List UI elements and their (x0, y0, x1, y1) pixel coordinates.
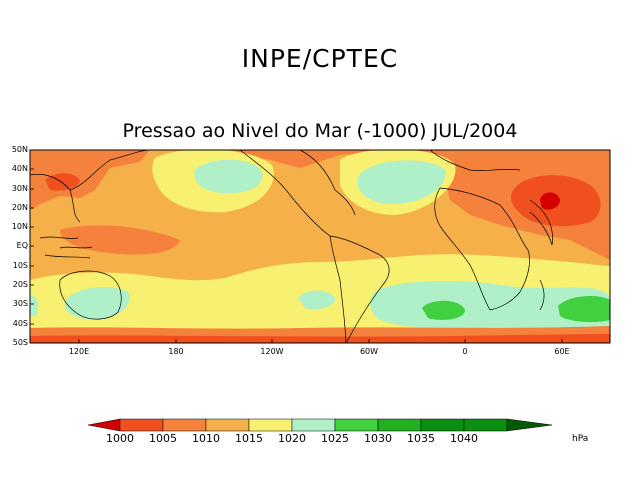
lat-label-20s: 20S (12, 280, 28, 289)
colorbar-swatch-1000-1005 (119, 418, 164, 432)
lat-label-10n: 10N (11, 222, 28, 231)
coastlines (30, 150, 553, 343)
field-1020-south-pacific (298, 290, 336, 310)
field-1020-australia (64, 287, 130, 320)
lat-label-50s: 50S (12, 338, 28, 347)
colorbar-unit: hPa (572, 434, 589, 444)
coast-india (529, 199, 553, 246)
colorbar-swatch-above-1040 (506, 418, 553, 432)
colorbar (87, 418, 553, 432)
coast-south-america (329, 235, 390, 343)
lat-label-30s: 30S (12, 299, 28, 308)
colorbar-swatch-below-1000 (87, 418, 121, 432)
lon-label-180: 180 (168, 347, 184, 356)
colorbar-label-1025: 1025 (321, 432, 349, 445)
lat-label-10s: 10S (12, 261, 28, 270)
field-1025-south-indian (558, 296, 610, 323)
agency-title: INPE/CPTEC (241, 44, 399, 73)
tick-marks (30, 149, 563, 344)
colorbar-swatch-1010-1015 (205, 418, 250, 432)
coast-madagascar (539, 279, 545, 311)
lat-label-50n: 50N (11, 145, 28, 154)
colorbar-label-1035: 1035 (407, 432, 435, 445)
colorbar-swatch-1005-1010 (162, 418, 207, 432)
lon-label-120e: 120E (68, 347, 90, 356)
colorbar-swatch-1015-1020 (248, 418, 293, 432)
colorbar-swatch-1030-1035 (377, 418, 422, 432)
field-1000-asia (540, 192, 560, 210)
colorbar-label-1030: 1030 (364, 432, 392, 445)
field-1020-north-pacific (194, 159, 263, 194)
lat-label-30n: 30N (11, 184, 28, 193)
coast-africa (434, 187, 530, 311)
colorbar-label-1010: 1010 (192, 432, 220, 445)
colorbar-label-1000: 1000 (106, 432, 134, 445)
colorbar-swatch-1025-1030 (334, 418, 379, 432)
field-1020-north-atlantic (357, 160, 446, 205)
colorbar-swatch-1035-1040 (420, 418, 465, 432)
lat-label-40s: 40S (12, 319, 28, 328)
lon-label-120w: 120W (260, 347, 284, 356)
field-1020-southwest-edge (30, 295, 38, 316)
lat-label-eq: EQ (16, 241, 28, 250)
coast-europe (429, 150, 521, 171)
lon-label-60e: 60E (554, 347, 570, 356)
lat-label-40n: 40N (11, 164, 28, 173)
colorbar-label-1015: 1015 (235, 432, 263, 445)
coast-australia (59, 270, 122, 320)
coast-north-america (239, 150, 356, 237)
map-title: Pressao ao Nivel do Mar (-1000) JUL/2004 (122, 120, 518, 142)
colorbar-swatch-1020-1025 (291, 418, 336, 432)
field-1025-south-atlantic (422, 300, 465, 320)
colorbar-label-1020: 1020 (278, 432, 306, 445)
colorbar-swatch-1040-above-rect (463, 418, 508, 432)
field-1010-north-pacific (30, 150, 150, 210)
lon-label-0: 0 (462, 347, 468, 356)
colorbar-label-1040: 1040 (450, 432, 478, 445)
map-frame (29, 149, 611, 344)
colorbar-label-1005: 1005 (149, 432, 177, 445)
coast-asia (30, 150, 151, 223)
lon-label-60w: 60W (359, 347, 379, 356)
pressure-field (30, 150, 610, 343)
coast-indonesia (39, 236, 93, 259)
lat-label-20n: 20N (11, 203, 28, 212)
